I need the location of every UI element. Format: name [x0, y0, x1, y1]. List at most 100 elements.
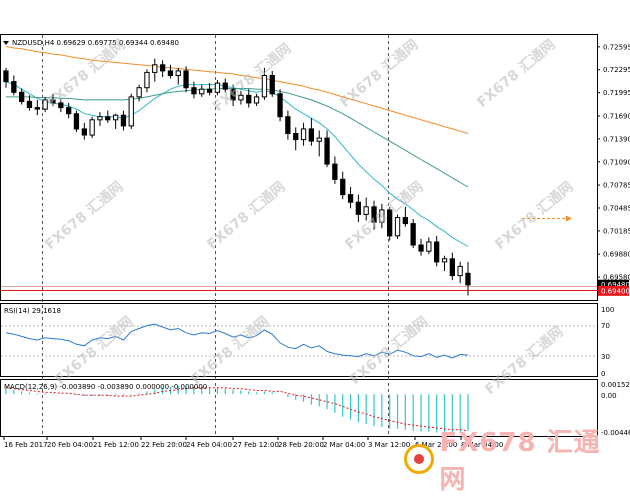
candle-bear	[402, 217, 409, 225]
price-axis-label: 0.70185	[603, 227, 630, 235]
candle-bear	[230, 88, 236, 101]
candle-bear	[308, 128, 315, 142]
candle-bull	[89, 119, 95, 136]
macd-panel-frame	[0, 379, 598, 437]
rsi-label: RSI(14) 29.1618	[4, 307, 61, 315]
macd-histogram	[5, 385, 469, 433]
candle-bull	[426, 241, 432, 252]
main-panel-frame	[0, 34, 598, 301]
price-axis-label: 0.70785	[603, 182, 630, 190]
candle-bear	[355, 201, 362, 215]
axes: 0.72595 0.72295 0.71995 0.71690 0.71390 0.710…	[3, 43, 630, 449]
candle-bear	[81, 128, 87, 136]
time-axis-label: 22 Feb 20:00	[141, 441, 187, 449]
candle-bull	[152, 64, 158, 73]
time-axis-label: 8 Mar 04:00	[461, 441, 503, 449]
candle-bear	[58, 102, 64, 109]
time-axis-label: 27 Feb 12:00	[233, 441, 279, 449]
candle-bear	[347, 194, 354, 203]
brand-logo-icon	[404, 444, 434, 474]
macd-axis-zero: 0.00	[601, 392, 617, 400]
brand-watermark: FX678 汇通网	[404, 428, 624, 495]
candle-bear	[66, 107, 72, 115]
candle-bear	[332, 163, 338, 180]
time-axis-label: 20 Feb 04:00	[47, 441, 93, 449]
candles	[3, 58, 471, 296]
candle-bull	[175, 70, 181, 77]
candle-bear	[50, 99, 56, 104]
candle-bear	[434, 241, 440, 263]
candle-bear	[19, 91, 25, 103]
symbol-info: NZDUSD,H4 0.69629 0.69775 0.69344 0.6948…	[12, 39, 179, 47]
macd-axis-max: 0.001521	[601, 381, 630, 389]
candle-bear	[11, 81, 17, 93]
candle-bear	[285, 116, 291, 134]
candle-bear	[465, 272, 471, 286]
candle-bear	[269, 75, 275, 95]
rsi-axis-100: 100	[601, 306, 614, 314]
price-badge-label: 0.69400	[601, 287, 630, 295]
candle-bull	[97, 116, 103, 121]
symbol-triangle-icon	[3, 41, 9, 45]
rsi-axis-0: 0	[601, 370, 605, 378]
time-axis-label: 24 Feb 04:00	[186, 441, 232, 449]
candle-bull	[144, 71, 150, 89]
candle-bear	[277, 93, 283, 118]
price-axis-label: 0.71995	[603, 89, 630, 97]
price-axis-label: 0.72295	[603, 66, 630, 74]
candle-bear	[120, 114, 127, 127]
rsi-levels	[1, 325, 597, 357]
candle-bull	[363, 206, 369, 215]
candle-bear	[191, 87, 197, 95]
ma-mid-line	[6, 88, 469, 188]
candle-bear	[246, 94, 252, 104]
candle-bear	[206, 88, 213, 93]
candle-bull	[261, 75, 268, 98]
candle-bear	[410, 223, 416, 246]
candle-bear	[449, 258, 456, 277]
candle-bull	[128, 96, 134, 127]
rsi-axis: 100 70 30 0	[601, 306, 614, 378]
candle-bear	[34, 107, 41, 110]
candle-bull	[457, 265, 463, 277]
price-axis-label: 0.71090	[603, 158, 630, 166]
candle-bear	[26, 100, 33, 109]
candle-bear	[371, 206, 377, 223]
time-axis-label: 16 Feb 2017	[4, 441, 48, 449]
rsi-axis-30: 30	[601, 353, 610, 361]
price-axis-label: 0.71390	[603, 135, 630, 143]
price-axis-label: 0.69880	[603, 251, 630, 259]
candle-bear	[418, 244, 424, 252]
candle-bull	[253, 96, 260, 104]
price-badge	[598, 285, 629, 296]
time-axis-label: 21 Feb 12:00	[93, 441, 139, 449]
candle-bull	[300, 128, 307, 141]
macd-label: MACD(12,26,9) -0.003890 -0.003890 0.0000…	[4, 383, 207, 391]
candle-bear	[167, 70, 174, 77]
time-axis-label: 28 Feb 20:00	[278, 441, 324, 449]
candle-bull	[316, 137, 322, 142]
candle-bear	[222, 82, 228, 90]
price-axis-label: 0.69580	[603, 274, 630, 282]
price-axis-label: 0.70485	[603, 204, 630, 212]
candle-bull	[199, 88, 205, 95]
candle-bull	[394, 217, 401, 237]
candle-bear	[293, 133, 299, 141]
moving-averages	[5, 46, 469, 247]
time-axis-label: 6 Mar 20:00	[415, 441, 457, 449]
brand-text: FX678 汇通网	[439, 428, 601, 495]
rsi-axis-70: 70	[601, 322, 610, 330]
candle-bull	[441, 258, 448, 263]
candle-bear	[105, 116, 111, 121]
candle-bear	[387, 209, 393, 237]
macd-signal-line	[5, 387, 469, 432]
rsi-polyline	[5, 323, 469, 359]
candle-bear	[340, 178, 346, 196]
candle-bear	[324, 137, 330, 165]
ma-slow-line	[5, 46, 469, 134]
price-badge-label: 0.69480	[601, 281, 630, 289]
candle-bear	[73, 113, 80, 130]
price-badge	[598, 279, 629, 290]
